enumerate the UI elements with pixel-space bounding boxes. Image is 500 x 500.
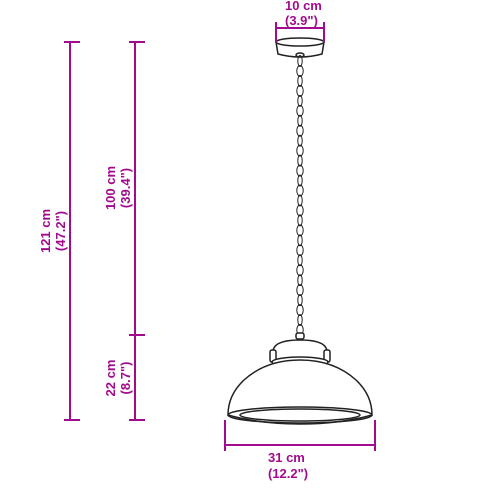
- dim-total-height-cm: 121 cm: [38, 209, 53, 253]
- dim-chain-height-in: (39.4"): [118, 168, 133, 208]
- dim-canopy-width-in: (3.9"): [285, 13, 318, 28]
- lamp-chain: [297, 56, 303, 336]
- dim-shade-height: 22 cm (8.7"): [103, 335, 145, 420]
- dim-shade-width-cm: 31 cm: [268, 450, 305, 465]
- dim-shade-width: 31 cm (12.2"): [225, 420, 375, 481]
- dim-canopy-width: 10 cm (3.9"): [276, 0, 324, 42]
- dim-chain-height: 100 cm (39.4"): [103, 42, 145, 335]
- lamp-canopy: [276, 38, 324, 57]
- dimension-diagram: 10 cm (3.9") 121 cm (47.2") 100 cm (39.4…: [0, 0, 500, 500]
- dim-total-height: 121 cm (47.2"): [38, 42, 80, 420]
- dim-canopy-width-cm: 10 cm: [285, 0, 322, 13]
- dim-total-height-in: (47.2"): [53, 211, 68, 251]
- dim-shade-height-in: (8.7"): [118, 362, 133, 395]
- lamp-shade: [228, 357, 372, 424]
- dim-shade-width-in: (12.2"): [268, 466, 308, 481]
- dim-shade-height-cm: 22 cm: [103, 360, 118, 397]
- dim-chain-height-cm: 100 cm: [103, 166, 118, 210]
